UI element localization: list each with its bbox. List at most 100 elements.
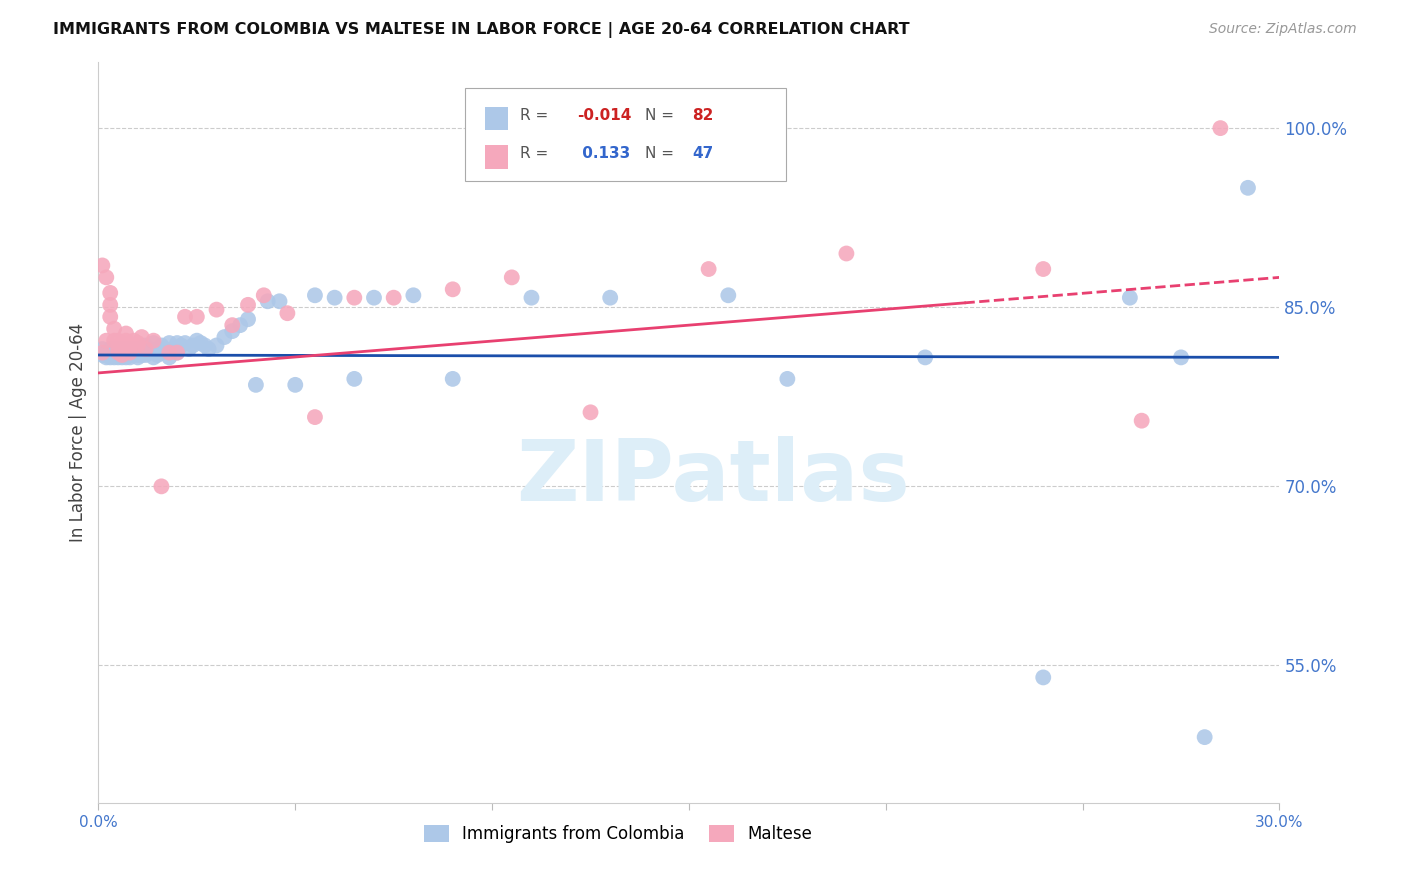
Point <box>304 410 326 425</box>
Point <box>157 345 180 359</box>
Point <box>98 345 121 359</box>
Point <box>98 285 121 300</box>
FancyBboxPatch shape <box>464 88 786 181</box>
Point <box>363 291 385 305</box>
Point <box>118 351 141 365</box>
Text: 47: 47 <box>693 146 714 161</box>
Point <box>177 342 200 356</box>
Point <box>343 291 366 305</box>
Point <box>115 351 138 365</box>
Point <box>441 282 464 296</box>
Point <box>776 372 799 386</box>
Point <box>142 351 165 365</box>
Point <box>174 310 197 324</box>
Point <box>111 351 134 365</box>
Point <box>697 262 720 277</box>
Point <box>186 310 208 324</box>
Point <box>142 334 165 348</box>
Point <box>1032 670 1054 684</box>
Point <box>127 348 149 362</box>
Point <box>166 345 188 359</box>
Point <box>98 310 121 324</box>
Text: R =: R = <box>520 146 553 161</box>
Point <box>276 306 298 320</box>
Point <box>157 336 180 351</box>
Point <box>103 334 125 348</box>
Point <box>103 351 125 365</box>
Point <box>111 342 134 356</box>
Text: R =: R = <box>520 109 553 123</box>
Point <box>142 336 165 351</box>
Point <box>501 270 523 285</box>
Point <box>96 270 118 285</box>
Point <box>717 288 740 302</box>
Point <box>107 334 129 348</box>
Point <box>91 348 114 362</box>
Point <box>1170 351 1192 365</box>
Text: IMMIGRANTS FROM COLOMBIA VS MALTESE IN LABOR FORCE | AGE 20-64 CORRELATION CHART: IMMIGRANTS FROM COLOMBIA VS MALTESE IN L… <box>53 22 910 38</box>
Point <box>127 336 149 351</box>
Point <box>135 338 157 352</box>
Point <box>150 345 173 359</box>
Point <box>162 342 184 356</box>
Point <box>115 334 138 348</box>
Text: 0.133: 0.133 <box>576 146 630 161</box>
Point <box>91 342 114 356</box>
Point <box>91 345 114 359</box>
Point <box>1119 291 1142 305</box>
Point <box>269 294 291 309</box>
Point <box>98 348 121 362</box>
Point <box>111 348 134 362</box>
Point <box>520 291 543 305</box>
Point <box>122 334 145 348</box>
Point <box>138 345 160 359</box>
Point <box>131 330 153 344</box>
Point <box>256 294 278 309</box>
Text: ZIPatlas: ZIPatlas <box>516 435 910 518</box>
Point <box>118 345 141 359</box>
Point <box>221 324 243 338</box>
Legend: Immigrants from Colombia, Maltese: Immigrants from Colombia, Maltese <box>418 819 820 850</box>
Text: N =: N = <box>645 146 679 161</box>
Point <box>138 342 160 356</box>
Point <box>127 338 149 352</box>
Point <box>96 334 118 348</box>
Point <box>579 405 602 419</box>
Point <box>914 351 936 365</box>
Point <box>146 348 169 362</box>
Point <box>170 338 193 352</box>
Point <box>91 259 114 273</box>
Point <box>122 342 145 356</box>
Point <box>111 342 134 356</box>
Point <box>115 326 138 341</box>
Point <box>229 318 252 333</box>
Bar <box>485 107 508 130</box>
Point <box>166 336 188 351</box>
Point <box>1130 414 1153 428</box>
Point <box>205 302 228 317</box>
Point <box>115 348 138 362</box>
Point <box>343 372 366 386</box>
Point <box>194 338 217 352</box>
Point <box>181 338 204 352</box>
Point <box>107 345 129 359</box>
Point <box>96 351 118 365</box>
Point <box>1194 730 1216 744</box>
Point <box>98 351 121 365</box>
Y-axis label: In Labor Force | Age 20-64: In Labor Force | Age 20-64 <box>69 323 87 542</box>
Point <box>304 288 326 302</box>
Point <box>150 479 173 493</box>
Point <box>402 288 425 302</box>
Point <box>103 342 125 356</box>
Point <box>186 334 208 348</box>
Text: Source: ZipAtlas.com: Source: ZipAtlas.com <box>1209 22 1357 37</box>
Point <box>146 342 169 356</box>
Point <box>107 342 129 356</box>
Point <box>197 342 219 356</box>
Point <box>174 336 197 351</box>
Point <box>1237 181 1260 195</box>
Point <box>1209 121 1232 136</box>
Point <box>323 291 346 305</box>
Point <box>253 288 276 302</box>
Point <box>131 348 153 362</box>
